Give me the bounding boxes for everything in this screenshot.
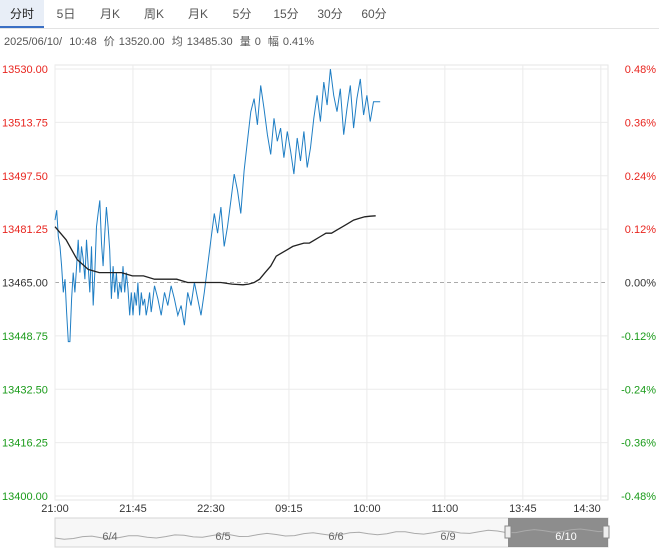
y-tick-left: 13432.50 — [2, 384, 48, 396]
tab-1[interactable]: 5日 — [56, 7, 76, 21]
navigator-selected-range — [508, 518, 608, 547]
y-tick-right: -0.12% — [621, 331, 656, 343]
tab-2[interactable]: 月K — [99, 7, 120, 21]
tab-3[interactable]: 周K — [143, 7, 164, 21]
y-tick-right: -0.48% — [621, 491, 656, 503]
x-tick-label: 13:45 — [509, 503, 537, 515]
info-chg: 0.41% — [282, 36, 315, 48]
y-tick-left: 13530.00 — [2, 64, 48, 76]
x-tick-label: 10:00 — [353, 503, 381, 515]
navigator-label: 6/9 — [440, 531, 455, 543]
navigator-label: 6/10 — [555, 531, 576, 543]
y-tick-left: 13513.75 — [2, 117, 48, 129]
x-tick-label: 14:30 — [573, 503, 601, 515]
y-tick-right: 0.12% — [625, 224, 656, 236]
x-tick-label: 22:30 — [197, 503, 225, 515]
info-avg: 13485.30 — [186, 36, 233, 48]
tab-6[interactable]: 15分 — [273, 7, 299, 21]
info-price: 13520.00 — [118, 36, 165, 48]
price-line — [54, 68, 381, 343]
navigator-label: 6/4 — [102, 531, 117, 543]
info-price-label: 价 — [103, 36, 115, 48]
y-tick-left: 13448.75 — [2, 331, 48, 343]
navigator-handle-right[interactable] — [602, 525, 610, 539]
tab-4[interactable]: 月K — [187, 7, 208, 21]
navigator-label: 6/5 — [215, 531, 230, 543]
tab-7[interactable]: 30分 — [317, 7, 343, 21]
info-chg-label: 幅 — [267, 36, 279, 48]
info-vol: 0 — [254, 36, 261, 48]
y-tick-right: 0.48% — [625, 64, 656, 76]
info-date: 2025/06/10/ — [4, 36, 63, 48]
tab-8[interactable]: 60分 — [361, 7, 387, 21]
x-tick-label: 21:00 — [41, 503, 69, 515]
navigator-label: 6/6 — [328, 531, 343, 543]
y-tick-right: -0.36% — [621, 438, 656, 450]
x-tick-label: 11:00 — [432, 503, 459, 515]
x-tick-label: 09:15 — [275, 503, 303, 515]
tab-0[interactable]: 分时 — [0, 0, 44, 28]
y-tick-left: 13465.00 — [2, 278, 48, 290]
y-tick-left: 13497.50 — [2, 171, 48, 183]
tab-5[interactable]: 5分 — [232, 7, 252, 21]
y-tick-left: 13481.25 — [2, 224, 48, 236]
y-tick-right: 0.00% — [625, 278, 656, 290]
average-line — [54, 215, 376, 286]
period-tabs: 分时 5日 月K 周K 月K 5分 15分 30分 60分 — [0, 0, 659, 29]
y-tick-right: -0.24% — [621, 384, 656, 396]
y-tick-left: 13416.25 — [2, 438, 48, 450]
navigator-trace — [54, 528, 609, 540]
y-tick-right: 0.36% — [625, 117, 656, 129]
x-tick-label: 21:45 — [119, 503, 147, 515]
info-avg-label: 均 — [171, 36, 183, 48]
y-tick-right: 0.24% — [625, 171, 656, 183]
navigator-handle-left[interactable] — [504, 525, 512, 539]
info-vol-label: 量 — [239, 36, 251, 48]
info-time: 10:48 — [69, 36, 97, 48]
y-tick-left: 13400.00 — [2, 491, 48, 503]
